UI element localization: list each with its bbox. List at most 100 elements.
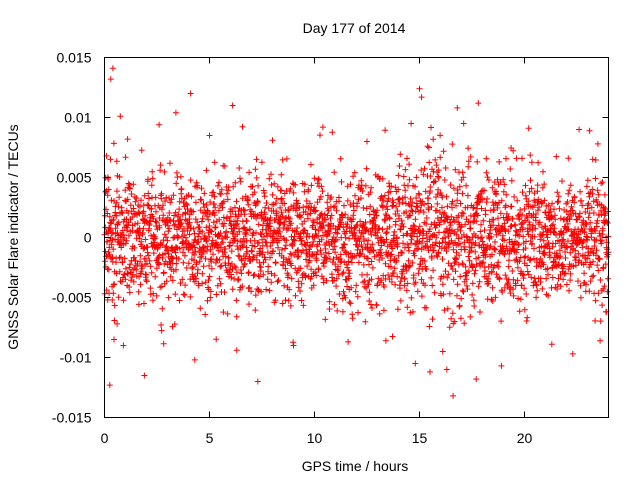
data-point <box>157 162 164 169</box>
data-point <box>267 220 274 227</box>
data-point <box>243 218 250 225</box>
data-point <box>204 208 211 214</box>
data-point <box>545 292 552 299</box>
data-point <box>131 254 138 261</box>
data-point <box>435 186 442 193</box>
data-point <box>272 260 279 266</box>
data-point <box>115 203 122 210</box>
data-point <box>122 187 129 194</box>
data-point <box>429 316 436 323</box>
data-point <box>360 261 367 268</box>
data-point <box>528 274 535 281</box>
data-point <box>348 254 354 261</box>
data-point <box>583 221 590 228</box>
data-point <box>382 260 389 267</box>
data-point <box>102 188 109 195</box>
data-point <box>412 183 418 190</box>
data-point <box>228 274 235 281</box>
data-point <box>336 198 343 205</box>
data-point <box>136 235 143 242</box>
data-point <box>565 190 572 197</box>
data-point <box>124 196 131 203</box>
data-point <box>211 201 218 208</box>
data-point <box>429 282 436 289</box>
data-point <box>163 278 170 285</box>
data-point <box>161 168 168 175</box>
data-point <box>145 252 152 259</box>
data-point <box>152 218 159 225</box>
data-point <box>156 224 163 231</box>
data-point <box>501 237 508 244</box>
data-point <box>379 255 386 262</box>
data-point <box>281 282 288 289</box>
data-point <box>159 305 166 312</box>
data-point <box>395 186 402 193</box>
data-point <box>506 250 513 257</box>
data-point <box>487 243 494 250</box>
data-point <box>181 252 188 259</box>
data-point <box>537 275 544 282</box>
data-point <box>379 226 386 233</box>
data-point <box>402 187 409 194</box>
data-point <box>505 228 512 235</box>
data-point <box>264 276 271 283</box>
data-point <box>179 276 186 283</box>
data-point <box>194 219 201 226</box>
data-point <box>464 192 471 199</box>
x-tick-label: 15 <box>412 430 428 446</box>
data-point <box>172 249 179 256</box>
data-point <box>478 188 485 195</box>
data-point <box>509 215 516 222</box>
data-point <box>481 268 488 274</box>
data-point <box>197 196 204 203</box>
data-point <box>589 190 596 197</box>
data-point <box>505 213 512 220</box>
data-points <box>101 65 612 399</box>
y-tick-label: -0.005 <box>52 290 92 306</box>
data-point <box>602 261 609 268</box>
data-point <box>458 295 465 302</box>
x-tick-label: 5 <box>206 430 214 446</box>
data-point <box>218 186 225 193</box>
data-point <box>594 262 601 269</box>
data-point <box>111 302 118 309</box>
data-point <box>334 307 341 314</box>
data-point <box>233 269 240 276</box>
data-point <box>374 207 381 214</box>
data-point <box>446 290 453 297</box>
data-point <box>538 233 545 240</box>
data-point <box>112 236 119 243</box>
data-point <box>331 243 338 250</box>
data-point <box>604 220 611 226</box>
data-point <box>182 282 189 289</box>
data-point <box>108 197 115 204</box>
data-point <box>145 202 152 209</box>
data-point <box>459 209 466 216</box>
data-point <box>532 278 539 285</box>
data-point <box>277 204 284 211</box>
data-point <box>313 257 320 264</box>
data-point <box>535 159 542 166</box>
data-point <box>404 280 411 287</box>
data-point <box>187 293 194 300</box>
data-point <box>482 211 489 218</box>
data-point <box>165 294 172 301</box>
data-point <box>453 255 460 262</box>
data-point <box>538 224 545 231</box>
data-point <box>130 205 137 212</box>
data-point <box>457 240 463 247</box>
data-point <box>160 340 167 347</box>
data-point <box>545 202 552 209</box>
data-point <box>157 167 164 174</box>
data-point <box>200 263 207 270</box>
data-point <box>193 259 200 266</box>
data-point <box>385 195 392 202</box>
data-point <box>203 202 210 208</box>
data-point <box>437 154 444 161</box>
data-point <box>135 288 142 295</box>
data-point <box>169 255 175 262</box>
data-point <box>490 207 497 214</box>
data-point <box>423 266 430 273</box>
data-point <box>531 245 537 252</box>
data-point <box>317 247 324 254</box>
